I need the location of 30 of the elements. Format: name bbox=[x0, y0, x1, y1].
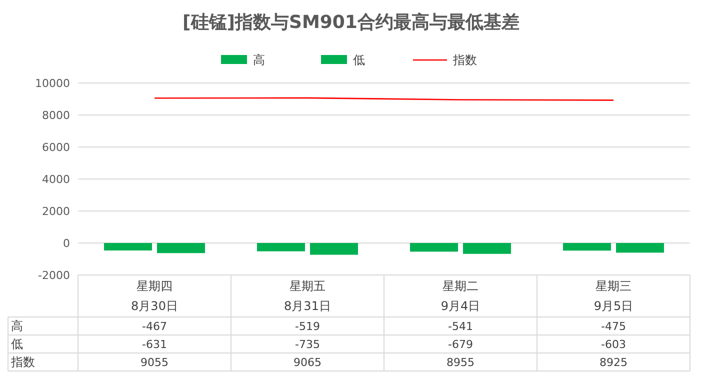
data-label: 9055 bbox=[140, 356, 168, 369]
legend-label: 高 bbox=[253, 53, 265, 67]
x-tick-label: 星期三 9月5日 bbox=[594, 279, 634, 313]
y-tick-label: 2000 bbox=[42, 205, 70, 218]
text: 高 bbox=[11, 319, 23, 333]
chart-title: [硅锰]指数与SM901合约最高与最低基差 bbox=[182, 12, 520, 33]
y-tick-label: 8000 bbox=[42, 109, 70, 122]
legend-label: 指数 bbox=[452, 53, 477, 67]
data-label: -603 bbox=[601, 338, 626, 351]
data-label: -467 bbox=[142, 320, 167, 333]
y-tick-label: 10000 bbox=[35, 77, 70, 90]
y-tick-label: 4000 bbox=[42, 173, 70, 186]
data-label: -679 bbox=[448, 338, 473, 351]
y-tick-label: 0 bbox=[63, 237, 70, 250]
text: 指数 bbox=[11, 355, 35, 369]
data-label: -541 bbox=[448, 320, 473, 333]
legend-label: 低 bbox=[353, 53, 365, 67]
x-tick-label: 星期四 8月30日 bbox=[131, 279, 178, 313]
y-tick-label: 6000 bbox=[42, 141, 70, 154]
data-label: -631 bbox=[142, 338, 167, 351]
data-label: 9065 bbox=[294, 356, 322, 369]
text: 低 bbox=[11, 337, 23, 351]
data-label: -475 bbox=[601, 320, 626, 333]
data-label: 8925 bbox=[600, 356, 628, 369]
x-tick-label: 星期五 8月31日 bbox=[284, 279, 331, 313]
data-label: -735 bbox=[295, 338, 320, 351]
x-tick-label: 星期二 9月4日 bbox=[440, 279, 480, 313]
data-label: 8955 bbox=[446, 356, 474, 369]
y-tick-label: -2000 bbox=[38, 269, 70, 282]
data-label: -519 bbox=[295, 320, 320, 333]
